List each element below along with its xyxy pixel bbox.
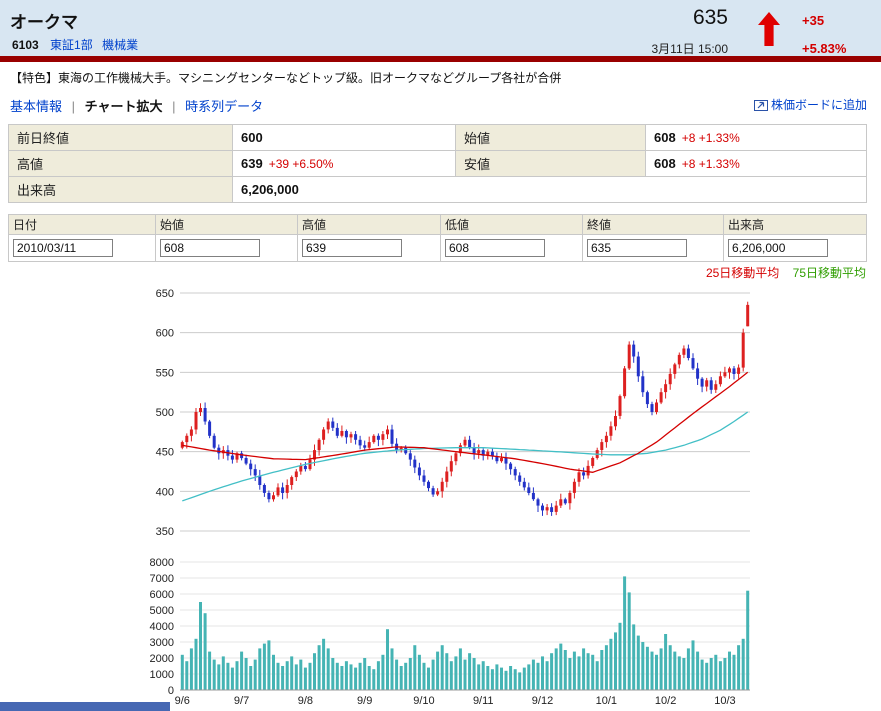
open-value: 608 +8 +1.33% xyxy=(645,124,867,151)
prev-close-label: 前日終値 xyxy=(8,124,233,151)
price-volume-chart: 650 600 550 500 450 400 350 8000 7000 6000 5000 400… xyxy=(150,288,750,707)
svg-text:1000: 1000 xyxy=(150,669,174,681)
market-link[interactable]: 東証1部 xyxy=(50,38,93,52)
form-header-high: 高値 xyxy=(297,214,441,235)
svg-text:3000: 3000 xyxy=(150,637,174,649)
low-label: 安値 xyxy=(455,150,646,177)
value-text: 608 xyxy=(654,130,676,145)
value-text: 600 xyxy=(241,130,263,145)
company-name: オークマ xyxy=(10,13,78,32)
svg-text:5000: 5000 xyxy=(150,605,174,617)
nav-separator: | xyxy=(71,99,76,114)
svg-text:9/7: 9/7 xyxy=(234,695,249,707)
svg-text:2000: 2000 xyxy=(150,653,174,665)
up-arrow-icon xyxy=(758,12,780,46)
table-row: 出来高 6,206,000 xyxy=(8,176,867,203)
high-input[interactable] xyxy=(302,239,402,257)
company-description: 【特色】東海の工作機械大手。マシニングセンターなどトップ級。旧オークマなどグルー… xyxy=(10,71,562,85)
footer-strip xyxy=(0,702,170,711)
svg-text:9/12: 9/12 xyxy=(532,695,553,707)
ohlc-form: 日付 始値 高値 低値 終値 出来高 xyxy=(8,214,867,262)
value-text: 6,206,000 xyxy=(241,182,299,197)
volume-label: 出来高 xyxy=(8,176,233,203)
stock-code: 6103 xyxy=(12,38,39,52)
svg-text:6000: 6000 xyxy=(150,589,174,601)
volume-input[interactable] xyxy=(728,239,828,257)
svg-text:4000: 4000 xyxy=(150,621,174,633)
tab-time-series[interactable]: 時系列データ xyxy=(185,99,264,114)
value-text: 608 xyxy=(654,156,676,171)
tab-nav: 基本情報 | チャート拡大 | 時系列データ xyxy=(10,96,263,115)
add-to-board[interactable]: 株価ボードに追加 xyxy=(753,96,867,113)
form-header-open: 始値 xyxy=(155,214,298,235)
svg-text:9/9: 9/9 xyxy=(357,695,372,707)
divider-bar xyxy=(0,56,881,62)
open-input[interactable] xyxy=(160,239,260,257)
svg-text:10/1: 10/1 xyxy=(596,695,617,707)
chart-legend: 25日移動平均 75日移動平均 xyxy=(696,264,866,281)
table-row: 前日終値 600 始値 608 +8 +1.33% xyxy=(8,124,867,151)
volume-value: 6,206,000 xyxy=(232,176,867,203)
quote-table: 前日終値 600 始値 608 +8 +1.33% 高値 639 +39 +6.50… xyxy=(8,124,867,203)
low-value: 608 +8 +1.33% xyxy=(645,150,867,177)
price-change: +35 xyxy=(802,13,825,28)
form-header-volume: 出来高 xyxy=(723,214,867,235)
open-label: 始値 xyxy=(455,124,646,151)
svg-text:10/2: 10/2 xyxy=(655,695,676,707)
svg-text:9/10: 9/10 xyxy=(413,695,434,707)
company-meta: 6103 東証1部 機械業 xyxy=(12,36,144,53)
svg-text:8000: 8000 xyxy=(150,557,174,569)
close-input[interactable] xyxy=(587,239,687,257)
svg-text:9/8: 9/8 xyxy=(298,695,313,707)
legend-ma75: 75日移動平均 xyxy=(792,266,866,280)
svg-text:400: 400 xyxy=(156,486,174,498)
value-text: 639 xyxy=(241,156,263,171)
svg-text:650: 650 xyxy=(156,288,174,300)
price-datetime: 3月11日 15:00 xyxy=(651,42,729,56)
prev-close-value: 600 xyxy=(232,124,456,151)
svg-text:10/3: 10/3 xyxy=(714,695,735,707)
value-change-text: +8 +1.33% xyxy=(681,131,740,145)
tab-chart-enlarge[interactable]: チャート拡大 xyxy=(84,99,163,114)
form-header-low: 低値 xyxy=(440,214,583,235)
svg-text:9/6: 9/6 xyxy=(175,695,190,707)
industry-link[interactable]: 機械業 xyxy=(102,38,139,52)
svg-text:450: 450 xyxy=(156,447,174,459)
table-row: 高値 639 +39 +6.50% 安値 608 +8 +1.33% xyxy=(8,150,867,177)
price-change-percent: +5.83% xyxy=(802,41,847,56)
add-to-board-icon[interactable] xyxy=(753,98,768,111)
svg-text:350: 350 xyxy=(156,526,174,538)
value-change-text: +39 +6.50% xyxy=(268,157,334,171)
svg-text:500: 500 xyxy=(156,407,174,419)
svg-text:7000: 7000 xyxy=(150,573,174,585)
high-label: 高値 xyxy=(8,150,233,177)
tab-basic-info[interactable]: 基本情報 xyxy=(10,99,63,114)
current-price: 635 xyxy=(692,6,728,29)
high-value: 639 +39 +6.50% xyxy=(232,150,456,177)
svg-text:550: 550 xyxy=(156,367,174,379)
svg-text:9/11: 9/11 xyxy=(473,695,494,707)
low-input[interactable] xyxy=(445,239,545,257)
date-input[interactable] xyxy=(13,239,113,257)
legend-ma25: 25日移動平均 xyxy=(705,266,780,280)
svg-text:0: 0 xyxy=(168,685,174,697)
form-input-row xyxy=(8,234,867,262)
form-header-date: 日付 xyxy=(8,214,156,235)
form-header-close: 終値 xyxy=(582,214,724,235)
value-change-text: +8 +1.33% xyxy=(681,157,740,171)
svg-text:600: 600 xyxy=(156,328,174,340)
add-to-board-link[interactable]: 株価ボードに追加 xyxy=(770,98,867,112)
form-header-row: 日付 始値 高値 低値 終値 出来高 xyxy=(8,214,867,235)
nav-separator: | xyxy=(172,99,176,114)
